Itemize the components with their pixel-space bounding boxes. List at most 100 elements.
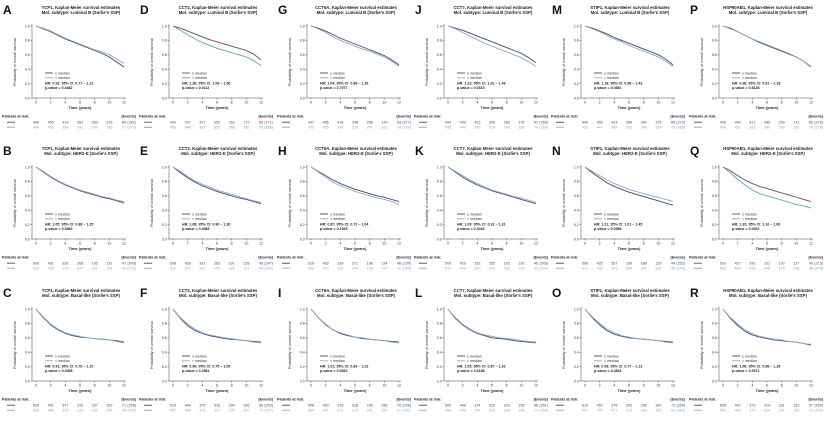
risk-count: 315 xyxy=(77,408,83,412)
risk-count: 263 xyxy=(214,262,220,266)
panel-letter: H xyxy=(278,144,287,158)
x-tick-label: 0 xyxy=(447,383,449,387)
risk-count: 319 xyxy=(764,408,770,412)
curve-lt-median xyxy=(172,308,262,343)
risk-count: 259 xyxy=(778,121,784,125)
y-tick-label: 0.8 xyxy=(711,39,716,43)
y-tick-label: 0.8 xyxy=(25,180,30,184)
km-panel-J: J CCT7, Kaplan-Meier survival estimates Mo… xyxy=(412,0,549,141)
panel-letter: F xyxy=(140,286,147,300)
risk-count: 230 xyxy=(641,408,647,412)
x-tick-label: 12 xyxy=(671,242,675,246)
risk-count: 450 xyxy=(322,126,328,130)
risk-count: 159 xyxy=(793,408,799,412)
risk-count: 429 xyxy=(460,262,466,266)
x-axis-label: Time (years) xyxy=(481,388,505,393)
x-tick-label: 12 xyxy=(397,100,401,104)
x-tick-label: 0 xyxy=(722,242,724,246)
risk-count: 510 xyxy=(33,267,39,271)
legend-label-ge-median: ≥ median xyxy=(192,213,207,217)
y-tick-label: 0.4 xyxy=(711,209,716,213)
y-axis-label: Probability of overall survival xyxy=(562,38,566,86)
risk-count: 244 xyxy=(641,126,647,130)
hr-text: HR: 1.18; 95% CI: 0.98 – 1.43 xyxy=(594,81,642,85)
curve-lt-median xyxy=(447,25,537,67)
y-tick-label: 0.8 xyxy=(162,180,167,184)
y-tick-label: 0.4 xyxy=(162,350,167,354)
events-count: (245) xyxy=(539,262,548,266)
risk-count: 316 xyxy=(749,267,755,271)
risk-count: 430 xyxy=(597,267,603,271)
panel-title-line1: CCT7, Kaplan-Meier survival estimates xyxy=(453,146,533,151)
risk-count: 47 xyxy=(122,262,126,266)
legend-label-ge-median: ≥ median xyxy=(604,354,619,358)
risk-count: 271 xyxy=(352,262,358,266)
risk-count: 157 xyxy=(244,408,250,412)
risk-count: 117 xyxy=(381,267,387,271)
risk-count: 178 xyxy=(366,267,372,271)
x-tick-label: 6 xyxy=(354,383,356,387)
y-tick-label: 1.0 xyxy=(711,166,716,170)
x-tick-label: 8 xyxy=(780,383,782,387)
pvalue-text: p-value = 0.3983 xyxy=(182,227,210,231)
y-tick-label: 0.6 xyxy=(711,53,716,57)
x-tick-label: 0 xyxy=(447,100,449,104)
x-tick-label: 8 xyxy=(94,242,96,246)
y-tick-label: 0.0 xyxy=(711,238,716,242)
y-tick-label: 0.6 xyxy=(574,336,579,340)
patients-at-risk-label: Patients at risk: xyxy=(2,115,29,119)
x-tick-label: 10 xyxy=(107,242,111,246)
x-tick-label: 4 xyxy=(476,100,478,104)
risk-count: 320 xyxy=(474,267,480,271)
y-tick-label: 0.4 xyxy=(437,350,442,354)
x-tick-label: 6 xyxy=(79,383,81,387)
risk-count: 246 xyxy=(229,126,235,130)
risk-count: 509 xyxy=(720,408,726,412)
risk-count: 72 xyxy=(809,408,813,412)
km-panel-svg-G: G CCT6A, Kaplan-Meier survival estimatesM… xyxy=(277,3,412,130)
y-tick-label: 1.0 xyxy=(437,307,442,311)
x-axis-label: Time (years) xyxy=(206,388,229,393)
legend-label-ge-median: ≥ median xyxy=(604,213,619,217)
x-tick-label: 4 xyxy=(614,242,616,246)
risk-count: 179 xyxy=(778,267,784,271)
hr-text: HR: 1.01; 95% CI: 0.83 – 1.22 xyxy=(320,364,368,368)
km-panel-svg-P: P HSP90AB1, Kaplan-Meier survival estimat… xyxy=(689,3,824,130)
x-tick-label: 8 xyxy=(231,100,233,104)
y-tick-label: 0.2 xyxy=(437,82,442,86)
hr-text: HR: 0.91; 95% CI: 0.76 – 1.10 xyxy=(45,364,93,368)
pvalue-text: p-value = 0.2561 xyxy=(182,368,210,372)
risk-count: 250 xyxy=(778,126,784,130)
panel-title-line1: HSP90AB1, Kaplan-Meier survival estimate… xyxy=(723,5,813,10)
x-tick-label: 2 xyxy=(599,100,601,104)
legend-label-lt-median: < median xyxy=(330,76,345,80)
risk-count: 70 xyxy=(259,408,263,412)
risk-count: 259 xyxy=(626,262,632,266)
risk-count: 372 xyxy=(337,408,343,412)
risk-count: 425 xyxy=(48,267,54,271)
x-tick-label: 8 xyxy=(368,383,370,387)
y-tick-label: 0.6 xyxy=(711,336,716,340)
risk-count: 333 xyxy=(474,262,480,266)
risk-count: 494 xyxy=(33,126,39,130)
y-tick-label: 0.8 xyxy=(574,39,579,43)
events-label: (Events) xyxy=(396,397,411,401)
risk-count: 322 xyxy=(200,267,206,271)
risk-count: 188 xyxy=(641,262,647,266)
y-tick-label: 0.8 xyxy=(437,180,442,184)
risk-count: 79 xyxy=(809,126,813,130)
x-tick-label: 0 xyxy=(172,100,174,104)
y-tick-label: 0.4 xyxy=(162,209,167,213)
panel-title-line1: CCT7, Kaplan-Meier survival estimates xyxy=(453,288,533,293)
y-tick-label: 0.8 xyxy=(299,180,304,184)
risk-count: 120 xyxy=(518,267,524,271)
risk-count: 193 xyxy=(504,262,510,266)
x-tick-label: 2 xyxy=(462,383,464,387)
y-tick-label: 0.0 xyxy=(574,379,579,383)
curve-lt-median xyxy=(447,308,537,343)
y-axis-label: Probability of overall survival xyxy=(13,38,17,86)
x-tick-label: 10 xyxy=(519,242,523,246)
y-tick-label: 0.2 xyxy=(711,365,716,369)
x-tick-label: 4 xyxy=(339,383,341,387)
legend-label-lt-median: < median xyxy=(55,359,70,363)
